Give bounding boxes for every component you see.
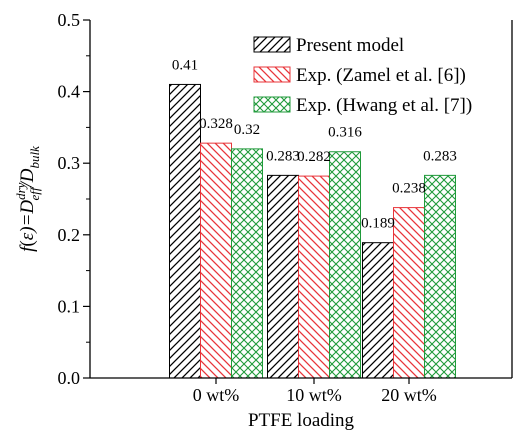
- data-label-hwang-1: 0.32: [234, 122, 260, 138]
- y-axis-title-eq-d: )=D: [17, 200, 38, 234]
- x-tick-label-1: 0 wt%: [193, 385, 240, 405]
- legend-label-zamel: Exp. (Zamel et al. [6]): [296, 65, 466, 86]
- y-axis-title: f(ε)=Ddryeff/Dbulk: [13, 146, 42, 252]
- data-label-hwang-3: 0.283: [423, 148, 457, 164]
- bar-present-model-2: [267, 174, 299, 379]
- y-tick-label-1: 0.1: [58, 296, 81, 316]
- y-axis-title-dry: dry: [13, 182, 28, 200]
- legend-swatch-zamel: [253, 66, 291, 83]
- y-axis-title-f: f: [17, 244, 38, 252]
- y-tick-label-0: 0.0: [58, 368, 81, 388]
- data-label-zamel-3: 0.238: [392, 181, 426, 197]
- data-label-present-model-2: 0.283: [266, 148, 300, 164]
- y-tick-label-3: 0.3: [58, 153, 81, 173]
- x-ticks-layer: 0 wt% 10 wt% 20 wt%: [193, 378, 437, 405]
- legend-label-present-model: Present model: [296, 35, 404, 56]
- bar-hwang-2: [329, 151, 361, 379]
- y-tick-label-4: 0.4: [58, 82, 81, 102]
- legend-swatch-present-model: [253, 36, 291, 53]
- y-axis-title-eff: eff: [27, 185, 42, 200]
- bar-zamel-3: [393, 207, 425, 379]
- y-axis-title-bulk: bulk: [27, 146, 42, 169]
- bar-zamel-1: [200, 142, 232, 379]
- data-labels-layer: 0.410.328 0.320.2830.2820.3160.1890.2380.…: [172, 57, 457, 231]
- x-tick-label-3: 20 wt%: [381, 385, 437, 405]
- bar-present-model-3: [362, 242, 394, 379]
- data-label-present-model-1: 0.41: [172, 57, 198, 73]
- y-axis-title-epsilon: ε: [17, 232, 38, 240]
- legend-swatch-hwang: [253, 96, 291, 113]
- data-label-hwang-2: 0.316: [328, 125, 362, 141]
- y-axis-title-slash-d: /D: [17, 168, 38, 188]
- data-label-zamel-2: 0.282: [297, 149, 331, 165]
- y-ticks-layer: 0.0 0.1 0.2 0.3 0.4 0.5: [58, 10, 90, 388]
- bar-zamel-2: [298, 175, 330, 379]
- data-label-present-model-3: 0.189: [361, 216, 395, 232]
- bar-present-model-1: [169, 83, 201, 379]
- bar-hwang-1: [231, 148, 263, 379]
- y-tick-label-2: 0.2: [58, 225, 81, 245]
- x-tick-label-2: 10 wt%: [286, 385, 342, 405]
- data-label-zamel-1: 0.328: [199, 116, 233, 132]
- legend-label-hwang: Exp. (Hwang et al. [7]): [296, 95, 472, 116]
- y-axis-title-paren-open: (: [17, 240, 38, 246]
- y-tick-label-5: 0.5: [58, 10, 81, 30]
- legend: Present model Exp. (Zamel et al. [6]) Ex…: [253, 35, 472, 116]
- x-axis-title: PTFE loading: [248, 410, 355, 431]
- bars-layer: [169, 83, 456, 379]
- bar-hwang-3: [424, 174, 456, 379]
